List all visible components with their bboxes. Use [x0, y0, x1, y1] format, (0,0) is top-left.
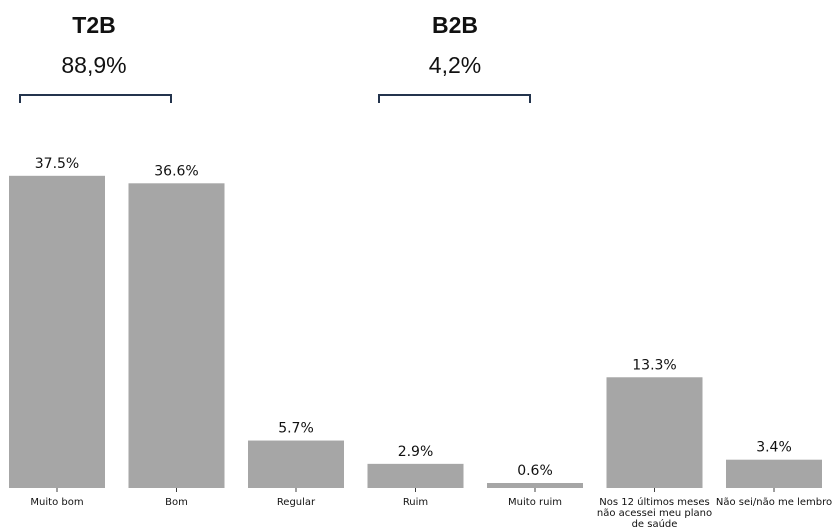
bar-value-label-6: 3.4%	[756, 440, 792, 456]
bar-value-label-1: 36.6%	[154, 163, 198, 179]
x-tick-label-5: Nos 12 últimos meses não acessei meu plan…	[597, 496, 712, 530]
bar-value-label-2: 5.7%	[278, 421, 314, 437]
b2b-value: 4,2%	[428, 52, 482, 78]
t2b-value: 88,9%	[61, 52, 127, 78]
x-tick-label-0: Muito bom	[30, 497, 83, 508]
x-tick-label-4: Muito ruim	[508, 497, 562, 508]
t2b-title: T2B	[72, 12, 116, 38]
b2b-bracket	[378, 94, 531, 103]
bar-1	[128, 183, 225, 488]
b2b-title: B2B	[431, 12, 478, 38]
bar-3	[367, 463, 464, 488]
bar-value-label-0: 37.5%	[35, 156, 79, 172]
bar-5	[606, 377, 703, 488]
bar-value-label-3: 2.9%	[398, 444, 434, 460]
bar-6	[726, 459, 822, 488]
bar-2	[248, 440, 344, 488]
bar-value-label-4: 0.6%	[517, 463, 553, 479]
x-tick-label-6: Não sei/não me lembro	[716, 497, 832, 508]
x-tick-label-3: Ruim	[403, 497, 428, 508]
bar-4	[487, 483, 583, 488]
x-tick-label-2: Regular	[277, 497, 316, 508]
x-tick-label-1: Bom	[165, 497, 188, 508]
t2b-bracket	[19, 94, 172, 103]
bar-0	[9, 175, 105, 488]
bar-value-label-5: 13.3%	[632, 357, 676, 373]
